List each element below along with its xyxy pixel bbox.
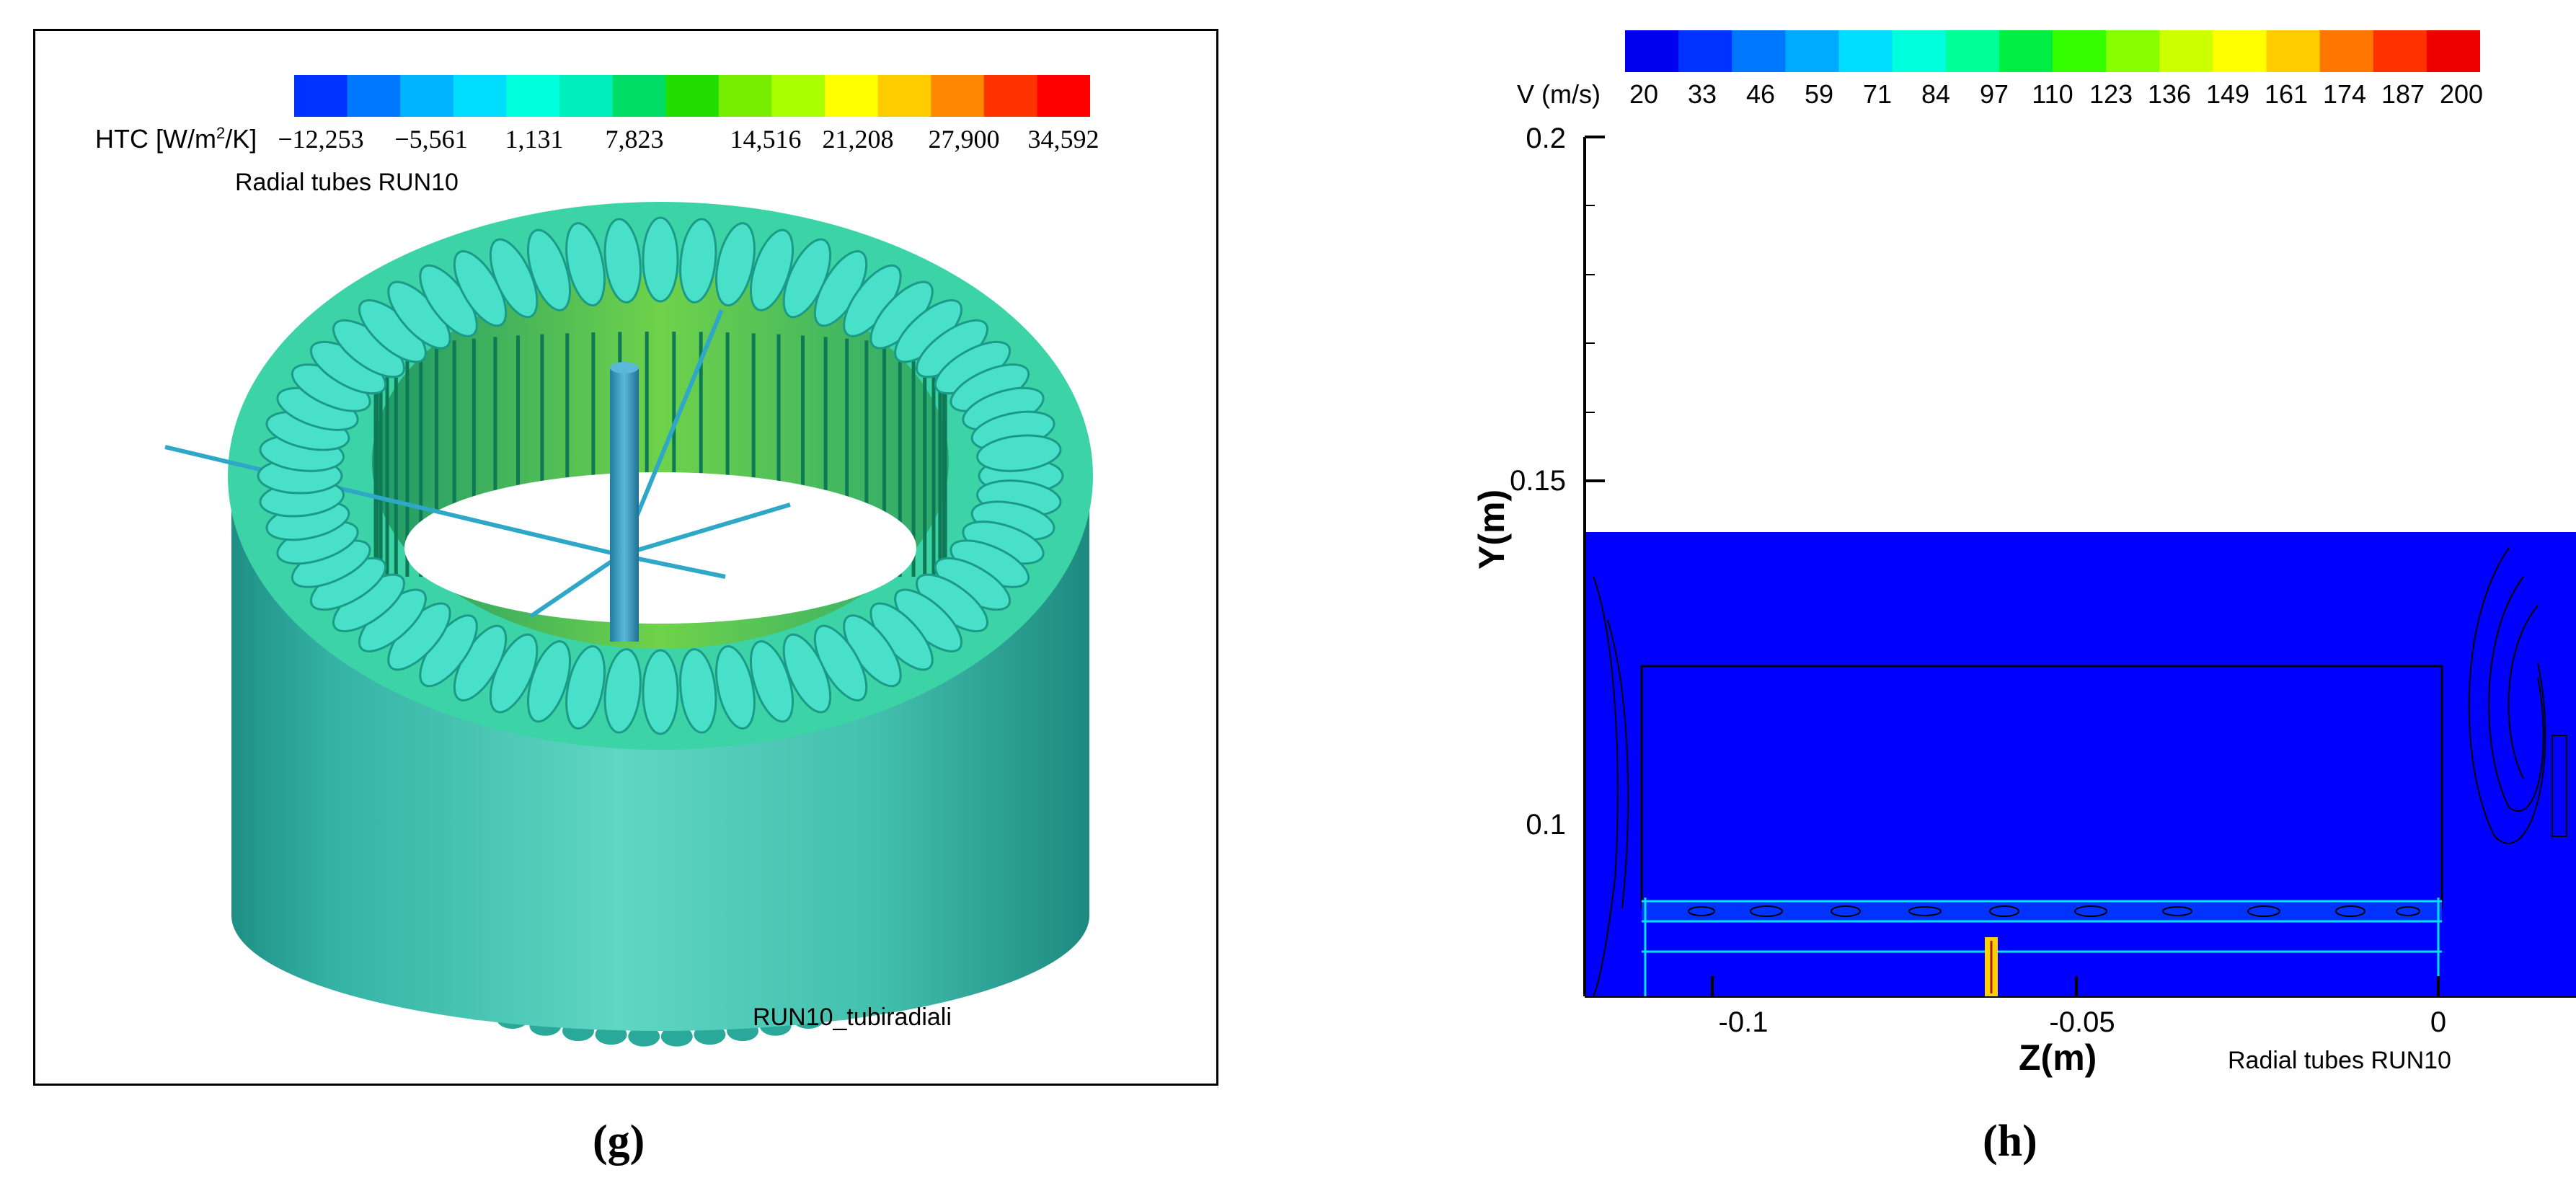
velocity-tick: 200: [2439, 79, 2484, 109]
velocity-colorbar-swatch: [2319, 30, 2374, 72]
velocity-tick: 136: [2147, 79, 2192, 109]
velocity-tick: 97: [1979, 79, 2009, 109]
tube-ring: [679, 648, 717, 734]
velocity-tick: 84: [1921, 79, 1951, 109]
tube-ring: [642, 216, 679, 303]
velocity-tick: 149: [2205, 79, 2250, 109]
htc-colorbar-swatch: [983, 75, 1037, 117]
velocity-colorbar: [1625, 30, 2480, 72]
caption-h: (h): [1983, 1117, 2037, 1166]
htc-colorbar-swatch: [931, 75, 985, 117]
side-vortices: [1593, 547, 2567, 997]
velocity-colorbar-swatch: [1999, 30, 2053, 72]
velocity-colorbar-swatch: [2373, 30, 2427, 72]
tube-ring: [603, 648, 642, 734]
x-tick-1: -0.05: [2049, 1006, 2115, 1038]
velocity-colorbar-swatch: [1892, 30, 1947, 72]
tube-ring: [679, 218, 717, 304]
htc-colorbar-swatch: [347, 75, 401, 117]
bottom-bump: [628, 1026, 660, 1047]
velocity-tick: 46: [1745, 79, 1776, 109]
tube-ring: [749, 640, 795, 723]
velocity-colorbar-swatch: [1678, 30, 1732, 72]
htc-tick-6: 27,900: [928, 125, 1000, 154]
htc-colorbar-swatch: [506, 75, 560, 117]
tube-ring: [715, 644, 756, 730]
tube-ring: [526, 640, 572, 723]
velocity-tick: 20: [1629, 79, 1659, 109]
htc-tick-1: −5,561: [394, 125, 468, 154]
velocity-colorbar-label: V (m/s): [1517, 79, 1601, 109]
velocity-colorbar-swatch: [2053, 30, 2107, 72]
inner-floor: [404, 472, 916, 624]
velocity-tick: 161: [2264, 79, 2309, 109]
tube-ring: [489, 238, 539, 319]
htc-colorbar-swatch: [771, 75, 826, 117]
htc-colorbar-swatch: [453, 75, 507, 117]
y-axis-label: Y(m): [1471, 489, 1512, 570]
tube-ring: [642, 649, 679, 735]
htc-tick-2: 1,131: [505, 125, 564, 154]
caption-g: (g): [593, 1117, 645, 1166]
velocity-colorbar-swatch: [2266, 30, 2321, 72]
velocity-colorbar-swatch: [1838, 30, 1893, 72]
velocity-colorbar-swatch: [1732, 30, 1786, 72]
htc-colorbar-swatch: [294, 75, 348, 117]
tube-ring: [976, 434, 1062, 472]
bottom-bump: [660, 1026, 693, 1047]
velocity-contour-plot: [1583, 136, 2576, 998]
htc-colorbar-swatch: [665, 75, 720, 117]
htc-colorbar-label: HTC [W/m2/K]: [95, 124, 257, 154]
panel-g-subtitle: Radial tubes RUN10: [235, 169, 459, 196]
y-tick-2: 0.1: [1526, 809, 1566, 841]
velocity-tick: 123: [2089, 79, 2133, 109]
tube-ring: [526, 229, 572, 311]
velocity-colorbar-swatch: [2213, 30, 2267, 72]
velocity-tick: 110: [2032, 79, 2073, 109]
velocity-tick: 174: [2322, 79, 2367, 109]
central-shaft: [610, 368, 639, 642]
htc-colorbar-swatch: [877, 75, 931, 117]
y-tick-0: 0.2: [1526, 123, 1566, 154]
htc-colorbar: [294, 75, 1090, 117]
velocity-colorbar-swatch: [2426, 30, 2480, 72]
velocity-tick: 71: [1862, 79, 1893, 109]
tube-ring: [603, 218, 642, 304]
streamline-eddies: [1688, 905, 2420, 917]
htc-colorbar-swatch: [559, 75, 614, 117]
htc-tick-5: 21,208: [822, 125, 894, 154]
tube-ring: [749, 229, 795, 311]
panel-g-footer: RUN10_tubiradiali: [753, 1004, 952, 1031]
tube-rings: [257, 216, 1064, 735]
velocity-colorbar-swatch: [2106, 30, 2160, 72]
x-tick-2: 0: [2430, 1006, 2447, 1038]
tube-ring: [565, 222, 606, 307]
htc-colorbar-swatch: [400, 75, 454, 117]
velocity-colorbar-swatch: [1785, 30, 1839, 72]
y-tick-1: 0.15: [1510, 465, 1566, 497]
central-shaft-top: [610, 362, 639, 373]
htc-colorbar-swatch: [718, 75, 772, 117]
tube-ring: [715, 222, 756, 307]
panel-h-footer: Radial tubes RUN10: [2228, 1047, 2451, 1074]
x-axis-label: Z(m): [2019, 1037, 2097, 1078]
htc-colorbar-swatch: [1037, 75, 1090, 117]
x-tick-0: -0.1: [1718, 1006, 1769, 1038]
velocity-field: [1586, 532, 2576, 996]
htc-colorbar-swatch: [612, 75, 666, 117]
velocity-colorbar-swatch: [2159, 30, 2213, 72]
velocity-tick: 187: [2381, 79, 2425, 109]
tube-ring: [782, 633, 832, 714]
htc-tick-4: 14,516: [730, 125, 802, 154]
htc-tick-7: 34,592: [1027, 125, 1099, 154]
velocity-tick: 33: [1687, 79, 1717, 109]
htc-colorbar-swatch: [825, 75, 879, 117]
radial-tubes-3d-render: [164, 202, 1093, 1047]
tube-ring: [565, 644, 606, 730]
velocity-colorbar-swatch: [1625, 30, 1679, 72]
htc-tick-3: 7,823: [605, 125, 664, 154]
velocity-colorbar-swatch: [1945, 30, 2000, 72]
htc-tick-0: −12,253: [278, 125, 364, 154]
velocity-tick: 59: [1804, 79, 1834, 109]
